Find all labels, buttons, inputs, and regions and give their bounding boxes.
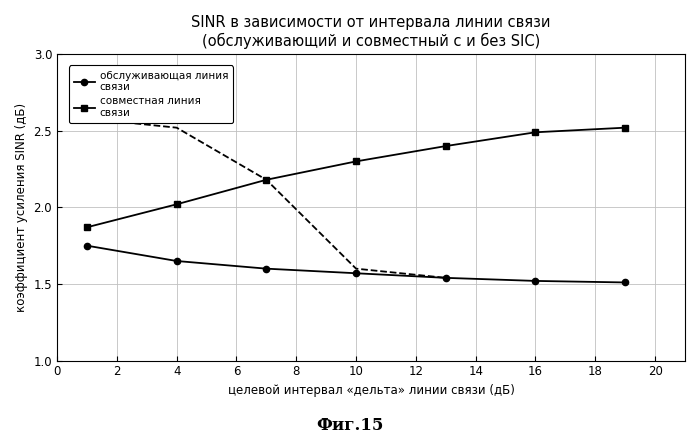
совместная линия
связи	[621, 125, 629, 130]
Title: SINR в зависимости от интервала линии связи
(обслуживающий и совместный с и без : SINR в зависимости от интервала линии св…	[191, 15, 551, 49]
обслуживающая линия
связи	[352, 271, 361, 276]
X-axis label: целевой интервал «дельта» линии связи (дБ): целевой интервал «дельта» линии связи (д…	[228, 384, 514, 397]
Text: Фиг.15: Фиг.15	[316, 417, 384, 434]
обслуживающая линия
связи	[531, 278, 540, 283]
Line: совместная линия
связи: совместная линия связи	[84, 125, 629, 230]
совместная линия
связи	[172, 202, 181, 207]
обслуживающая линия
связи	[83, 243, 91, 248]
обслуживающая линия
связи	[621, 280, 629, 285]
совместная линия
связи	[262, 177, 271, 182]
обслуживающая линия
связи	[442, 275, 450, 280]
совместная линия
связи	[352, 159, 361, 164]
Line: обслуживающая линия
связи: обслуживающая линия связи	[84, 242, 629, 286]
совместная линия
связи	[531, 129, 540, 135]
Legend: обслуживающая линия
связи, совместная линия
связи: обслуживающая линия связи, совместная ли…	[69, 65, 234, 123]
обслуживающая линия
связи	[262, 266, 271, 271]
совместная линия
связи	[83, 225, 91, 230]
Y-axis label: коэффициент усиления SINR (дБ): коэффициент усиления SINR (дБ)	[15, 103, 28, 312]
обслуживающая линия
связи	[172, 259, 181, 264]
совместная линия
связи	[442, 143, 450, 149]
